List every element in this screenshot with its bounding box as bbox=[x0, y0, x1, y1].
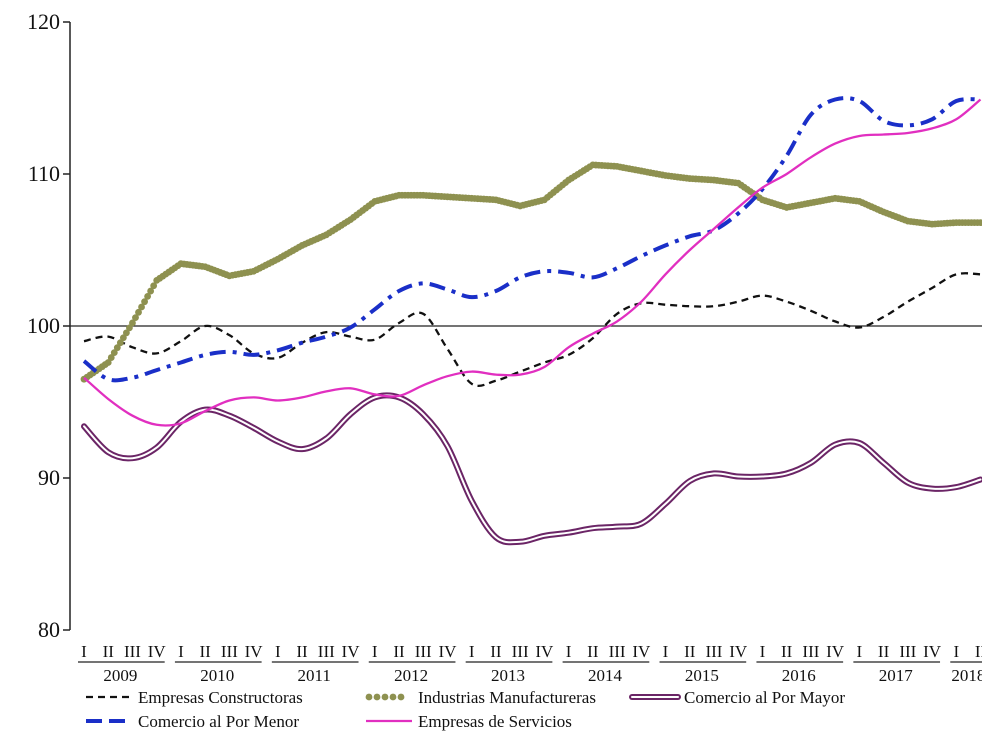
x-quarter-label: IV bbox=[438, 642, 457, 661]
x-quarter-label: IV bbox=[923, 642, 942, 661]
series-dot bbox=[977, 219, 982, 227]
series-line-empresas-constructoras bbox=[83, 272, 981, 387]
legend-item: Empresas Constructoras bbox=[86, 688, 303, 707]
x-year-label: 2018 bbox=[951, 666, 982, 685]
x-quarter-label: III bbox=[318, 642, 335, 661]
legend-label: Industrias Manufactureras bbox=[418, 688, 596, 707]
series-dot bbox=[119, 334, 127, 342]
series-dot bbox=[116, 339, 124, 347]
x-quarter-label: III bbox=[609, 642, 626, 661]
x-quarter-label: I bbox=[663, 642, 669, 661]
series-outer-line bbox=[81, 392, 982, 546]
x-quarter-label: II bbox=[393, 642, 405, 661]
x-quarter-label: II bbox=[878, 642, 890, 661]
x-quarter-label: II bbox=[199, 642, 211, 661]
x-quarter-label: II bbox=[296, 642, 308, 661]
legend-swatch-dot bbox=[381, 693, 389, 701]
x-quarter-label: III bbox=[705, 642, 722, 661]
x-quarter-label: IV bbox=[148, 642, 167, 661]
series-line-industrias-manufactureras bbox=[80, 161, 982, 383]
y-tick-label: 120 bbox=[27, 9, 60, 34]
x-axis-labels: I II III IV I II III IV I II III IV I II III IV I II III IV… bbox=[78, 642, 982, 685]
legend-item: Comercio al Por Mayor bbox=[629, 688, 845, 707]
y-tick-label: 90 bbox=[38, 465, 60, 490]
legend-swatch-dot bbox=[397, 693, 405, 701]
x-quarter-label: I bbox=[953, 642, 959, 661]
x-quarter-label: III bbox=[124, 642, 141, 661]
x-quarter-label: III bbox=[221, 642, 238, 661]
x-quarter-label: IV bbox=[342, 642, 361, 661]
series-dot bbox=[126, 324, 133, 332]
legend-label: Empresas Constructoras bbox=[138, 688, 303, 707]
series-dot bbox=[104, 359, 112, 366]
x-year-label: 2013 bbox=[491, 666, 525, 685]
y-tick-label: 110 bbox=[28, 161, 60, 186]
series-dot bbox=[147, 287, 155, 295]
x-quarter-label: I bbox=[275, 642, 281, 661]
series-dot bbox=[129, 319, 136, 327]
legend-item: Empresas de Servicios bbox=[366, 712, 572, 731]
y-tick-label: 100 bbox=[27, 313, 60, 338]
series-line-empresas-de-servicios bbox=[83, 98, 982, 427]
legend-label: Comercio al Por Menor bbox=[138, 712, 299, 731]
x-quarter-label: IV bbox=[535, 642, 554, 661]
x-year-label: 2014 bbox=[588, 666, 623, 685]
x-year-label: 2012 bbox=[394, 666, 428, 685]
x-quarter-label: IV bbox=[245, 642, 264, 661]
series-dot bbox=[107, 354, 115, 361]
x-year-label: 2015 bbox=[685, 666, 719, 685]
x-year-label: 2010 bbox=[200, 666, 234, 685]
x-quarter-label: I bbox=[857, 642, 863, 661]
series-dot bbox=[144, 292, 152, 300]
x-quarter-label: I bbox=[469, 642, 475, 661]
legend-swatch-dot bbox=[389, 693, 397, 701]
legend-item: Industrias Manufactureras bbox=[365, 688, 596, 707]
x-quarter-label: II bbox=[975, 642, 982, 661]
y-tick-label: 80 bbox=[38, 617, 60, 642]
x-quarter-label: I bbox=[178, 642, 184, 661]
x-year-label: 2017 bbox=[879, 666, 914, 685]
x-year-label: 2011 bbox=[297, 666, 330, 685]
series-inner-line bbox=[83, 394, 982, 544]
legend-swatch-dot bbox=[373, 693, 381, 701]
series-layer bbox=[80, 96, 982, 546]
series-dot bbox=[113, 344, 121, 352]
x-quarter-label: III bbox=[802, 642, 819, 661]
x-quarter-label: II bbox=[684, 642, 696, 661]
x-quarter-label: II bbox=[490, 642, 502, 661]
series-dot bbox=[138, 303, 145, 311]
legend-label: Empresas de Servicios bbox=[418, 712, 572, 731]
series-dot bbox=[150, 282, 158, 290]
x-quarter-label: IV bbox=[729, 642, 748, 661]
x-quarter-label: IV bbox=[826, 642, 845, 661]
x-quarter-label: I bbox=[566, 642, 572, 661]
legend-swatch-dot bbox=[365, 693, 373, 701]
series-line-comercio-al-por-mayor bbox=[81, 392, 982, 546]
x-quarter-label: I bbox=[81, 642, 87, 661]
x-year-label: 2009 bbox=[103, 666, 137, 685]
legend: Empresas Constructoras Industrias Manufac… bbox=[86, 688, 845, 731]
series-dot bbox=[141, 298, 148, 306]
chart-axes: 80 90 100 110 120 bbox=[27, 9, 982, 642]
x-quarter-label: I bbox=[760, 642, 766, 661]
x-year-label: 2016 bbox=[782, 666, 816, 685]
x-quarter-label: IV bbox=[632, 642, 651, 661]
x-quarter-label: III bbox=[415, 642, 432, 661]
x-quarter-label: I bbox=[372, 642, 378, 661]
series-dot bbox=[123, 329, 130, 337]
x-quarter-label: II bbox=[781, 642, 793, 661]
series-dot bbox=[110, 349, 118, 356]
x-quarter-label: II bbox=[103, 642, 115, 661]
series-line-comercio-al-por-menor bbox=[82, 96, 981, 383]
x-quarter-label: III bbox=[899, 642, 916, 661]
x-quarter-label: II bbox=[587, 642, 599, 661]
series-dot bbox=[132, 314, 139, 322]
legend-label: Comercio al Por Mayor bbox=[684, 688, 845, 707]
legend-item: Comercio al Por Menor bbox=[86, 712, 299, 731]
series-dot bbox=[135, 308, 142, 316]
x-quarter-label: III bbox=[512, 642, 529, 661]
